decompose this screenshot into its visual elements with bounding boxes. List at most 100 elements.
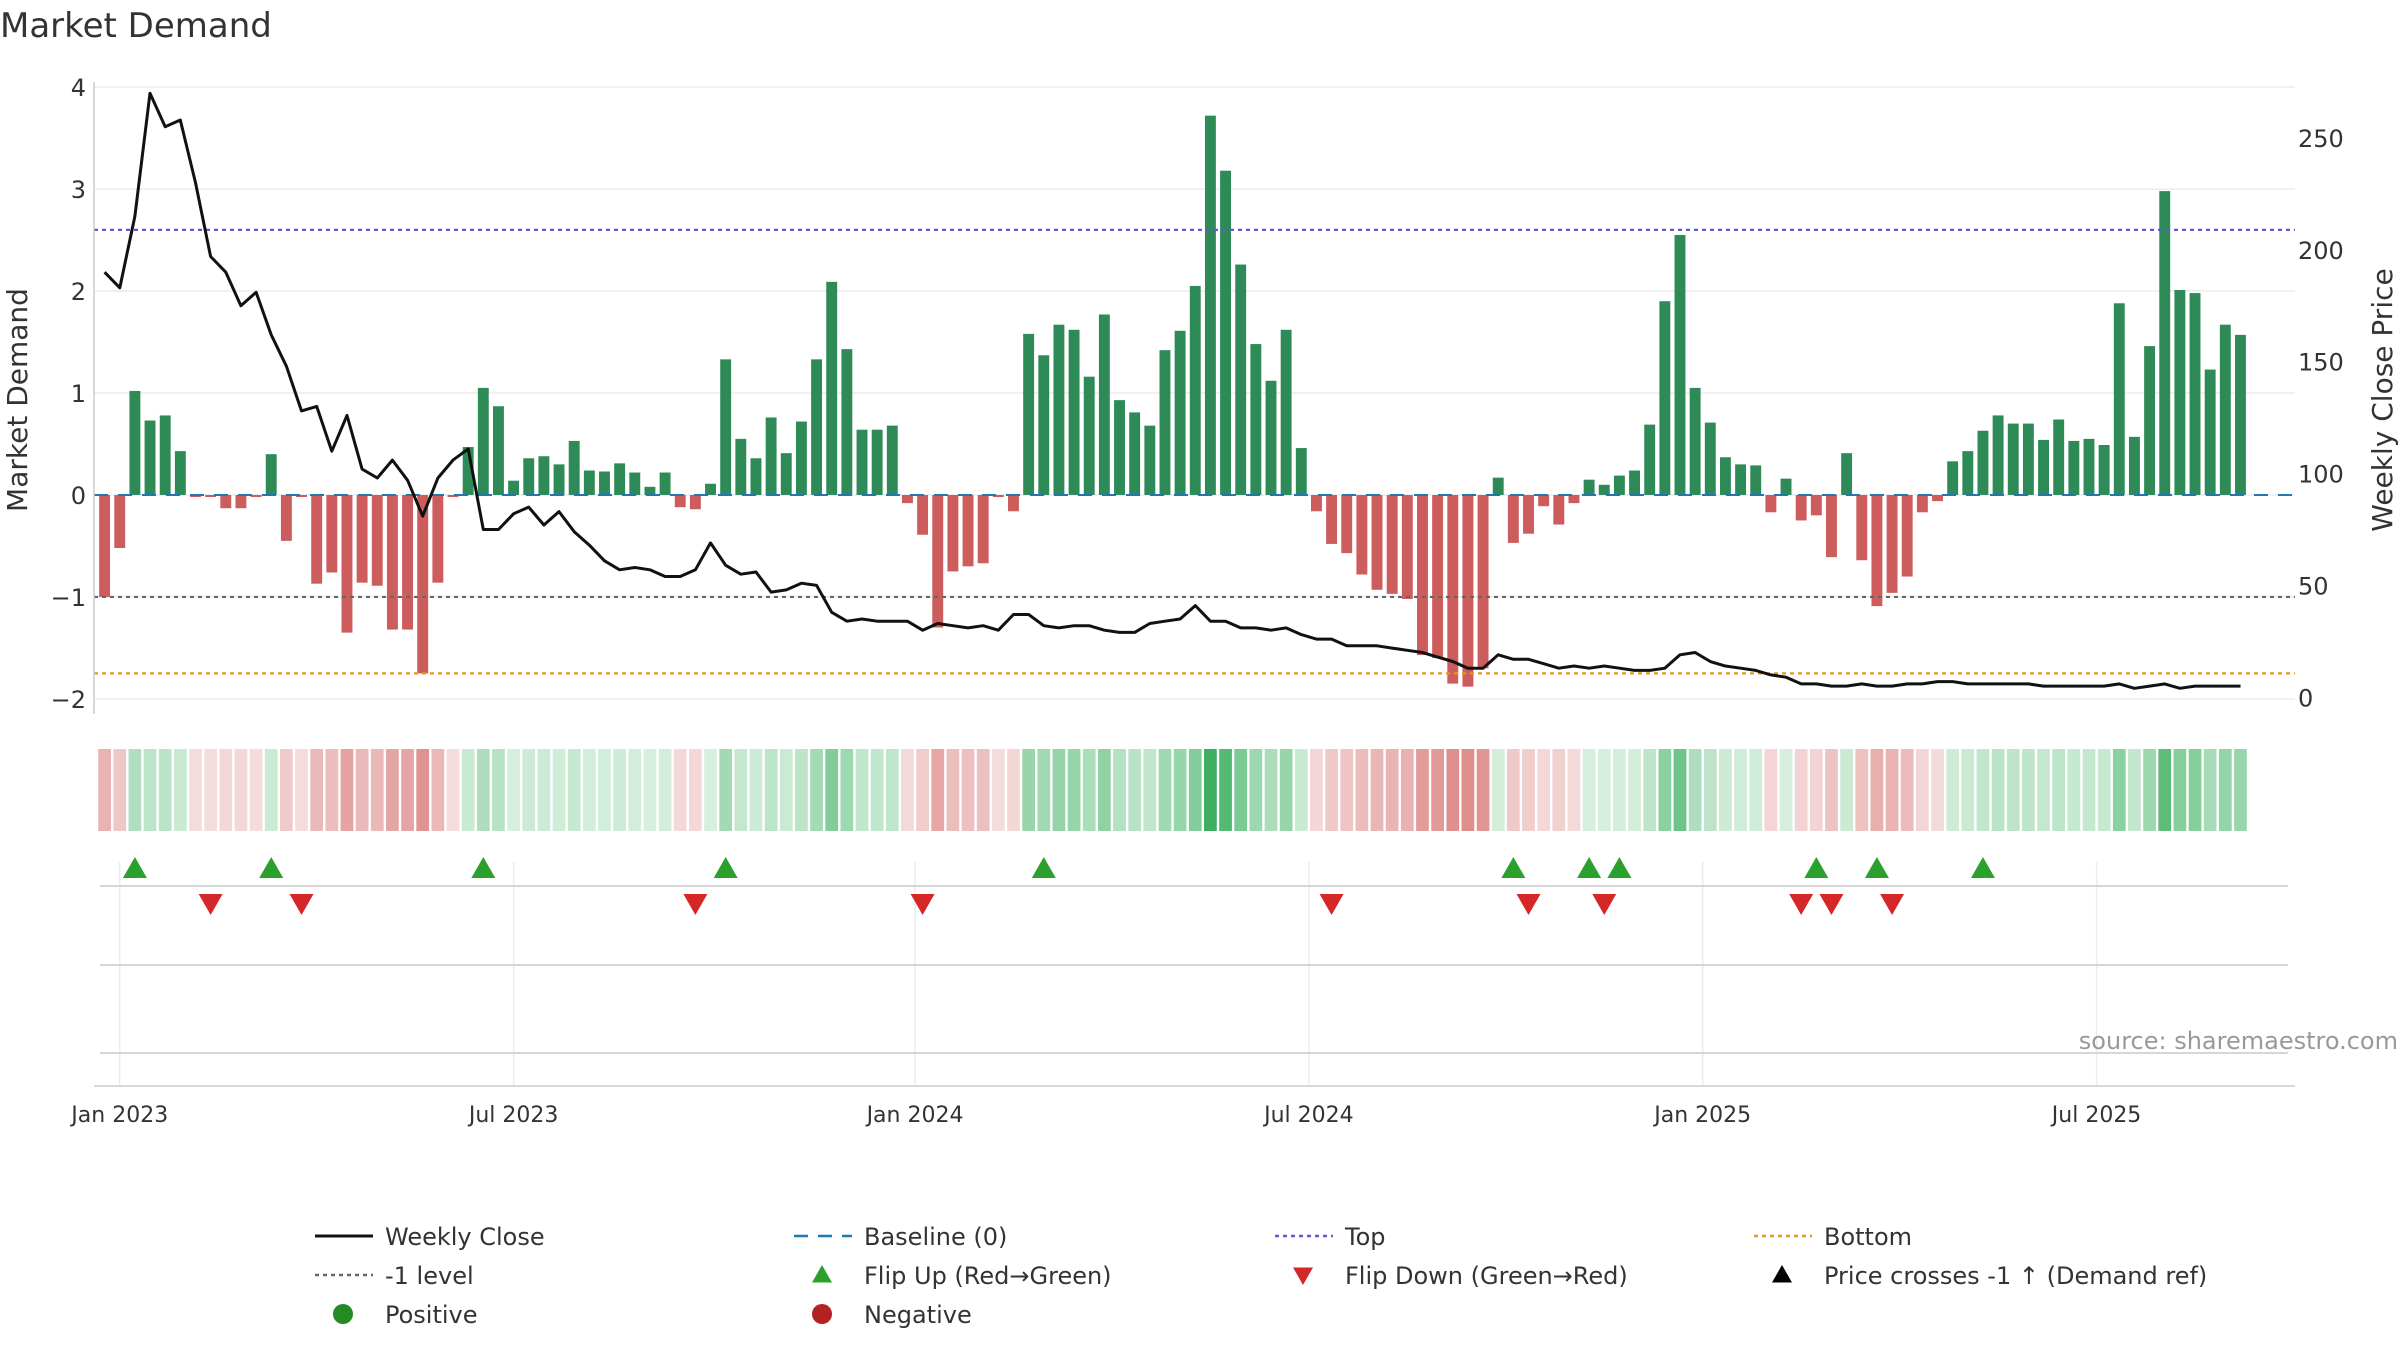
heat-cell bbox=[1537, 749, 1551, 831]
heat-cell bbox=[1325, 749, 1338, 831]
heat-cell bbox=[1870, 749, 1884, 831]
flip-up-marker bbox=[1864, 857, 1889, 878]
demand-bar bbox=[553, 464, 565, 495]
y-tick-label: 4 bbox=[71, 74, 86, 102]
demand-bar bbox=[205, 494, 217, 498]
demand-bar bbox=[386, 494, 398, 630]
flip-down-marker bbox=[1789, 894, 1814, 915]
heat-cell bbox=[1931, 749, 1944, 831]
heat-cell bbox=[2128, 749, 2141, 831]
flip-up-marker bbox=[259, 857, 284, 878]
demand-bar bbox=[523, 458, 535, 495]
y2-tick-label: 250 bbox=[2298, 125, 2344, 153]
demand-bar bbox=[402, 494, 414, 630]
heat-cell bbox=[219, 749, 233, 831]
demand-bar bbox=[917, 494, 929, 535]
heat-cell bbox=[1355, 749, 1369, 831]
demand-bar bbox=[886, 425, 898, 495]
flip-up-marker bbox=[713, 857, 738, 878]
demand-bar bbox=[2144, 346, 2156, 495]
demand-bar bbox=[1083, 376, 1095, 495]
heat-cell bbox=[173, 749, 187, 831]
demand-bar bbox=[1114, 400, 1125, 495]
demand-bar bbox=[477, 387, 489, 495]
demand-bar bbox=[962, 494, 974, 567]
heat-cell bbox=[143, 749, 157, 831]
demand-bar bbox=[1795, 494, 1807, 521]
demand-bar bbox=[780, 453, 792, 495]
heat-cell bbox=[1461, 749, 1475, 831]
heat-cell bbox=[2203, 749, 2217, 831]
demand-bar bbox=[2204, 369, 2216, 495]
demand-bar bbox=[1174, 330, 1186, 495]
heat-cell bbox=[870, 749, 884, 831]
heat-cell bbox=[658, 749, 672, 831]
heat-cell bbox=[673, 749, 687, 831]
demand-bar bbox=[1916, 494, 1928, 513]
demand-bar bbox=[2068, 440, 2080, 495]
demand-bar bbox=[174, 451, 186, 495]
demand-bar bbox=[1371, 494, 1383, 590]
demand-bar bbox=[432, 494, 444, 583]
heat-cell bbox=[2218, 749, 2232, 831]
legend-item: Positive bbox=[333, 1301, 478, 1329]
heat-cell bbox=[1476, 749, 1490, 831]
heat-cell bbox=[1506, 749, 1520, 831]
heat-cell bbox=[1915, 749, 1929, 831]
heat-cell bbox=[1719, 749, 1732, 831]
demand-bar bbox=[220, 494, 232, 509]
demand-bar bbox=[1553, 494, 1565, 525]
heat-cell bbox=[961, 749, 975, 831]
heat-cell bbox=[2097, 749, 2111, 831]
heat-cell bbox=[1294, 749, 1308, 831]
demand-bar bbox=[1841, 453, 1853, 495]
heat-cell bbox=[1446, 749, 1460, 831]
heat-cell bbox=[1113, 749, 1126, 831]
demand-bar bbox=[1038, 355, 1050, 495]
demand-bar bbox=[1386, 494, 1398, 594]
demand-bar bbox=[1280, 329, 1292, 495]
legend-item: Top bbox=[1275, 1223, 1386, 1251]
heat-cell bbox=[1779, 749, 1793, 831]
demand-bar bbox=[689, 494, 701, 510]
heat-cell bbox=[1400, 749, 1414, 831]
demand-bar bbox=[765, 417, 777, 495]
heat-cell bbox=[1522, 749, 1535, 831]
heat-cell bbox=[2006, 749, 2020, 831]
demand-bar bbox=[871, 429, 883, 495]
demand-bar bbox=[1477, 494, 1489, 669]
demand-bar bbox=[1204, 115, 1216, 495]
demand-bar bbox=[99, 494, 111, 597]
heat-cell bbox=[1264, 749, 1278, 831]
demand-bars bbox=[99, 115, 2246, 687]
heat-cell bbox=[1825, 749, 1838, 831]
heat-cell bbox=[1188, 749, 1202, 831]
demand-bar bbox=[2189, 293, 2201, 495]
demand-bar bbox=[1932, 494, 1943, 502]
demand-bar bbox=[1538, 494, 1550, 507]
demand-bar bbox=[1220, 170, 1232, 495]
demand-bar bbox=[1719, 457, 1731, 495]
heat-cell bbox=[355, 749, 369, 831]
demand-bar bbox=[1159, 350, 1171, 495]
heat-cell bbox=[795, 749, 808, 831]
flip-down-marker bbox=[1592, 894, 1617, 915]
demand-bar bbox=[735, 438, 747, 495]
demand-bar bbox=[159, 415, 171, 495]
heat-cell bbox=[2067, 749, 2081, 831]
demand-bar bbox=[932, 494, 944, 628]
demand-bar bbox=[2053, 419, 2065, 495]
demand-bar bbox=[1356, 494, 1368, 575]
heat-cell bbox=[113, 749, 127, 831]
heat-cell bbox=[1597, 749, 1611, 831]
heat-cell bbox=[885, 749, 899, 831]
demand-bar bbox=[629, 472, 641, 495]
y2-tick-label: 200 bbox=[2298, 237, 2344, 265]
heat-cell bbox=[1310, 749, 1323, 831]
heat-cell bbox=[1688, 749, 1702, 831]
legend-swatch-triangle-down bbox=[1293, 1267, 1313, 1285]
heat-cell bbox=[2052, 749, 2066, 831]
demand-bar bbox=[235, 494, 247, 509]
demand-bar bbox=[311, 494, 323, 584]
demand-bar bbox=[1856, 494, 1868, 561]
